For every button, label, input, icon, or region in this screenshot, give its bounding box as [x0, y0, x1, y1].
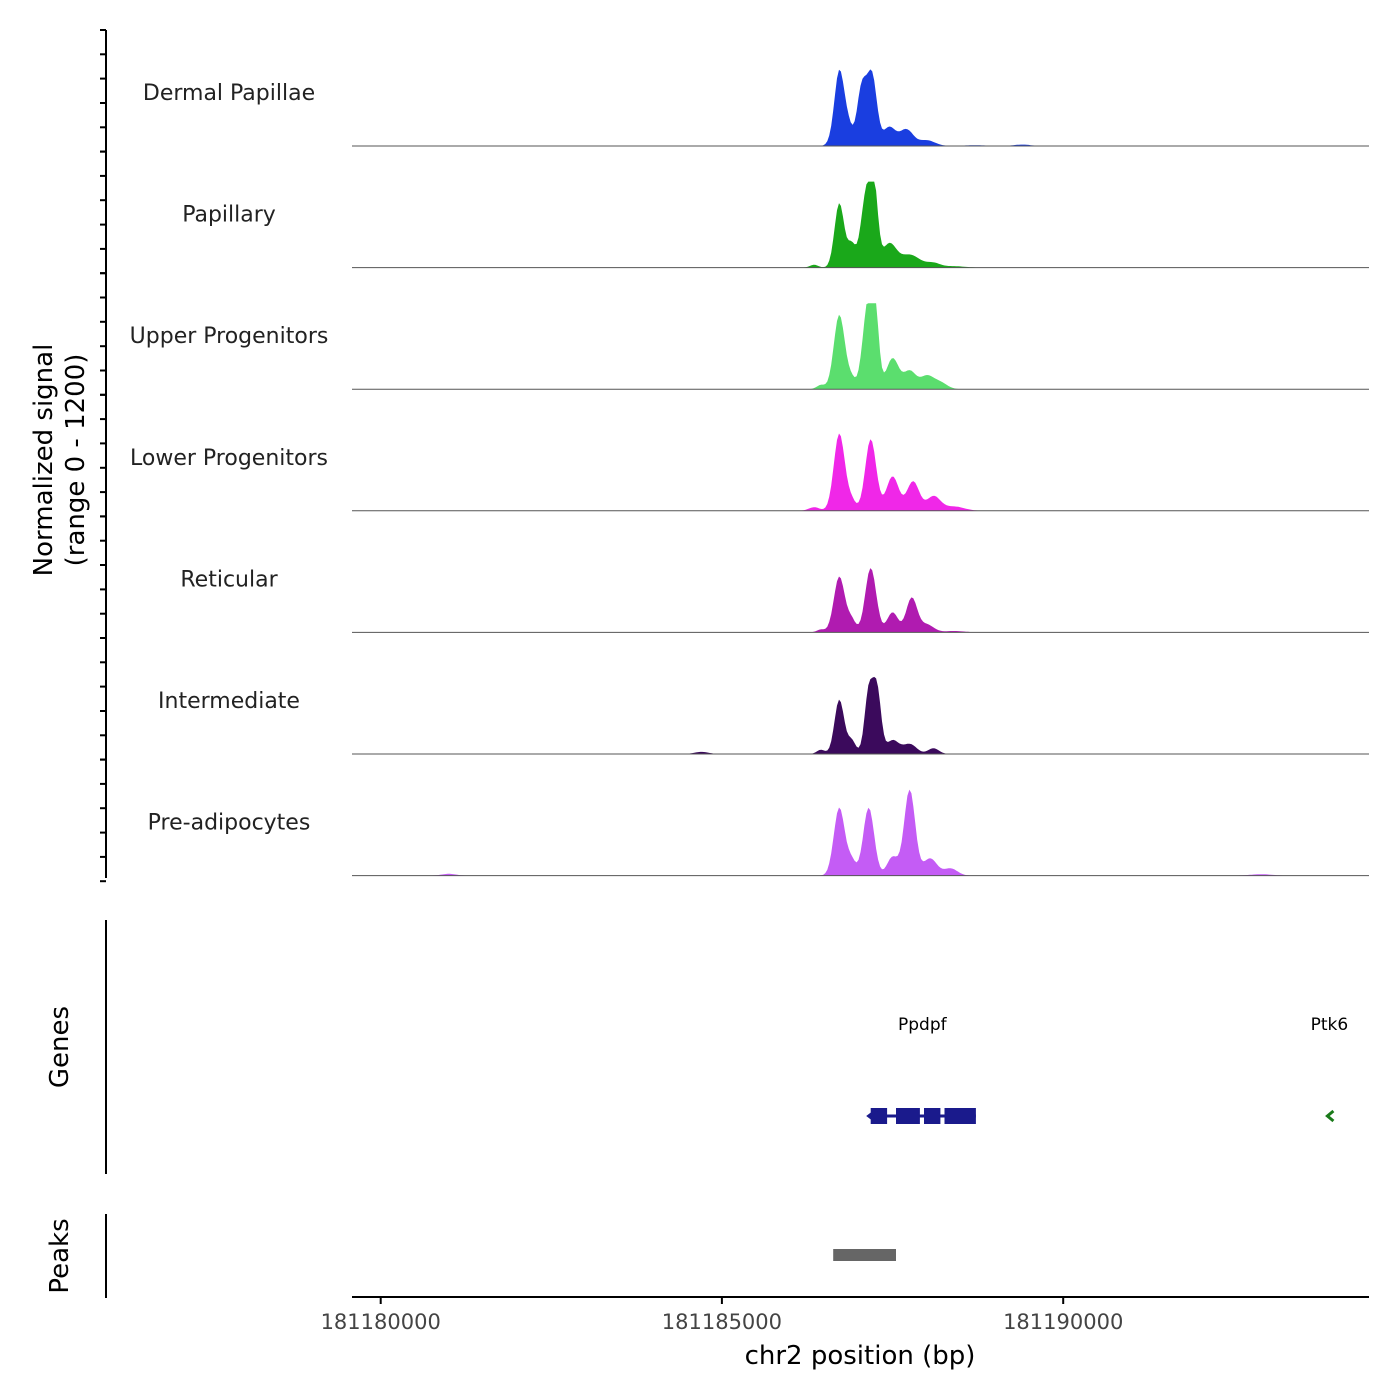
peaks-panel-label: Peaks — [45, 1218, 75, 1293]
gene-exon — [896, 1108, 920, 1124]
track-intermediate: Intermediate — [158, 676, 1369, 755]
y-axis-title-line1: Normalized signal — [29, 344, 59, 577]
peak-region — [833, 1249, 896, 1261]
y-axis-title-line2: (range 0 - 1200) — [61, 354, 91, 567]
track-label: Lower Progenitors — [130, 446, 328, 471]
track-upper-progenitors: Upper Progenitors — [130, 303, 1369, 390]
coverage-tracks: Dermal Papillae Papillary Upper Progenitor… — [130, 69, 1369, 877]
coverage-area — [352, 69, 1369, 146]
track-dermal-papillae: Dermal Papillae — [143, 69, 1369, 147]
gene-label: Ppdpf — [898, 1015, 948, 1035]
track-label: Upper Progenitors — [130, 324, 329, 349]
track-label: Dermal Papillae — [143, 81, 315, 106]
track-label: Papillary — [182, 203, 276, 228]
strand-arrow — [1325, 1109, 1335, 1123]
track-pre-adipocytes: Pre-adipocytes — [148, 789, 1369, 877]
track-label: Intermediate — [158, 689, 300, 714]
coverage-area — [352, 568, 1369, 633]
x-tick-label: 181190000 — [1003, 1310, 1123, 1334]
genes-panel: Genes Ppdpf Ptk6 — [45, 920, 1348, 1174]
track-reticular: Reticular — [180, 567, 1369, 633]
coverage-area — [352, 303, 1369, 390]
signal-y-axis — [100, 29, 107, 883]
peaks-panel: Peaks — [45, 1214, 896, 1298]
gene-exon — [924, 1108, 941, 1124]
gene-ptk6: Ptk6 — [1311, 1015, 1349, 1123]
x-tick-label: 181180000 — [321, 1310, 441, 1334]
genes-panel-label: Genes — [45, 1006, 75, 1088]
track-label: Reticular — [180, 567, 278, 592]
gene-exon — [944, 1108, 976, 1124]
coverage-area — [352, 433, 1369, 511]
track-label: Pre-adipocytes — [148, 811, 311, 836]
gene-ppdpf: Ppdpf — [866, 1015, 976, 1124]
x-axis-title: chr2 position (bp) — [745, 1341, 976, 1371]
x-tick-label: 181185000 — [662, 1310, 782, 1334]
gene-label: Ptk6 — [1311, 1015, 1349, 1035]
strand-arrow — [866, 1108, 878, 1124]
coverage-area — [352, 789, 1369, 876]
gene-exon — [870, 1108, 888, 1124]
coverage-area — [352, 676, 1369, 754]
coverage-area — [352, 181, 1369, 268]
track-papillary: Papillary — [182, 181, 1369, 269]
track-lower-progenitors: Lower Progenitors — [130, 433, 1369, 512]
x-axis: 181180000 181185000 181190000 — [321, 1296, 1369, 1334]
